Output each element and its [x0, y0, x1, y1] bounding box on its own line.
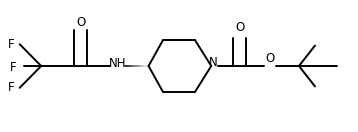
Text: O: O	[235, 21, 245, 34]
Text: O: O	[266, 52, 275, 65]
Text: O: O	[76, 16, 85, 29]
Text: N: N	[209, 56, 217, 69]
Text: NH: NH	[109, 57, 126, 70]
Text: F: F	[8, 81, 14, 94]
Polygon shape	[125, 65, 149, 67]
Text: F: F	[8, 38, 14, 51]
Text: F: F	[10, 61, 17, 74]
